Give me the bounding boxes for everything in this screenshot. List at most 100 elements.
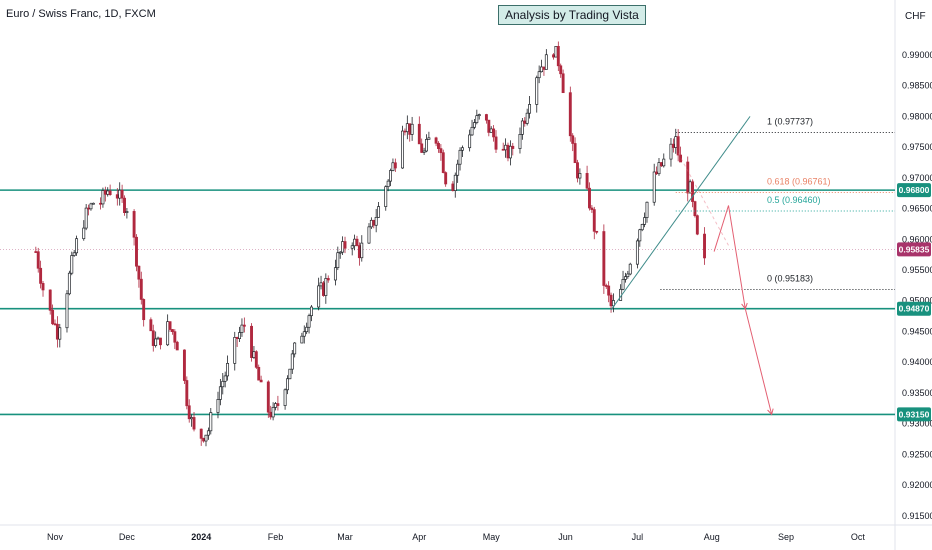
candle-body	[108, 190, 112, 196]
candle-body	[408, 123, 412, 135]
currency-label[interactable]: CHF	[905, 11, 926, 22]
candle-body	[506, 144, 510, 159]
price-tag[interactable]	[897, 242, 931, 257]
candle-body	[286, 378, 289, 391]
candle-body	[75, 238, 79, 254]
projection-path[interactable]	[713, 205, 773, 415]
candle-body	[305, 326, 309, 333]
candle-body	[190, 417, 194, 420]
fib-level-label: 0.5 (0.96460)	[767, 195, 821, 205]
candle-body	[528, 104, 532, 114]
y-tick-label: 0.98500	[902, 81, 932, 91]
candle-body	[609, 294, 613, 307]
candle-body	[51, 309, 55, 325]
candle-body	[492, 128, 496, 138]
candle-body	[233, 337, 237, 364]
candle-body	[504, 144, 508, 151]
candle-body	[453, 174, 457, 191]
price-tag[interactable]	[897, 407, 931, 422]
candle-body	[288, 368, 292, 380]
candle-body	[573, 143, 577, 164]
y-tick-label: 0.95500	[902, 265, 932, 275]
analysis-banner: Analysis by Trading Vista	[498, 5, 646, 25]
candle-body	[688, 181, 692, 194]
symbol-title: Euro / Swiss Franc, 1D, FXCM	[6, 8, 156, 20]
x-tick-label: Jun	[558, 532, 573, 542]
candle-body	[585, 173, 589, 189]
candle-body	[535, 77, 539, 105]
candle-body	[674, 136, 678, 148]
candle-body	[389, 170, 392, 182]
x-tick-label: 2024	[191, 532, 211, 542]
candle-body	[238, 332, 242, 339]
candle-body	[571, 135, 575, 144]
candle-body	[266, 381, 270, 413]
x-tick-label: May	[483, 532, 501, 542]
price-tag-label: 0.94870	[899, 304, 930, 314]
candle-body	[271, 407, 275, 418]
candle-body	[319, 282, 323, 287]
fib-level-label: 0.618 (0.96761)	[767, 177, 831, 187]
candle-body	[82, 227, 86, 240]
candle-body	[671, 143, 675, 148]
price-tag[interactable]	[897, 183, 931, 198]
trend-line[interactable]	[610, 116, 751, 311]
candle-body	[441, 152, 445, 173]
candle-body	[159, 337, 162, 346]
x-tick-label: Jul	[632, 532, 644, 542]
y-tick-label: 0.94000	[902, 357, 932, 367]
candle-body	[307, 315, 311, 328]
candle-body	[544, 54, 548, 70]
y-tick-label: 0.96000	[902, 234, 932, 244]
candle-body	[350, 245, 354, 249]
candle-body	[103, 190, 107, 195]
price-tag-label: 0.95835	[899, 244, 930, 254]
candle-body	[451, 183, 455, 191]
candle-body	[628, 263, 632, 275]
candle-body	[242, 324, 246, 327]
fib-level-label: 1 (0.97737)	[767, 117, 813, 127]
candle-body	[250, 325, 253, 358]
candle-body	[393, 162, 397, 169]
candle-body	[568, 92, 572, 137]
candle-body	[374, 216, 378, 226]
candle-body	[166, 321, 170, 346]
candle-body	[149, 319, 153, 332]
y-tick-label: 0.92500	[902, 449, 932, 459]
candle-body	[341, 241, 345, 253]
candle-body	[444, 172, 448, 185]
candle-body	[137, 265, 141, 280]
candle-body	[484, 114, 488, 121]
x-tick-label: Sep	[778, 532, 794, 542]
candle-body	[89, 203, 93, 210]
candle-body	[226, 363, 230, 377]
candle-body	[118, 189, 122, 199]
candle-body	[652, 171, 656, 203]
candle-body	[70, 255, 74, 274]
candle-body	[427, 137, 431, 140]
candle-body	[151, 330, 155, 346]
candle-body	[240, 324, 244, 333]
candle-body	[168, 321, 172, 330]
candle-body	[657, 162, 661, 175]
candle-body	[300, 335, 304, 344]
candle-body	[487, 119, 491, 133]
candle-body	[53, 323, 57, 326]
candle-body	[417, 123, 421, 145]
projection-arrowhead	[767, 408, 774, 416]
candle-body	[55, 323, 59, 340]
candle-body	[310, 306, 313, 317]
candle-body	[199, 428, 203, 439]
candle-body	[91, 202, 95, 205]
candle-body	[156, 337, 160, 340]
y-tick-label: 0.94500	[902, 326, 932, 336]
candle-body	[139, 278, 143, 300]
candle-body	[703, 233, 706, 259]
candle-body	[58, 327, 62, 340]
candle-body	[276, 403, 280, 406]
price-tag[interactable]	[897, 301, 931, 316]
candle-body	[87, 207, 91, 210]
candle-body	[170, 329, 174, 332]
candle-body	[324, 278, 328, 296]
